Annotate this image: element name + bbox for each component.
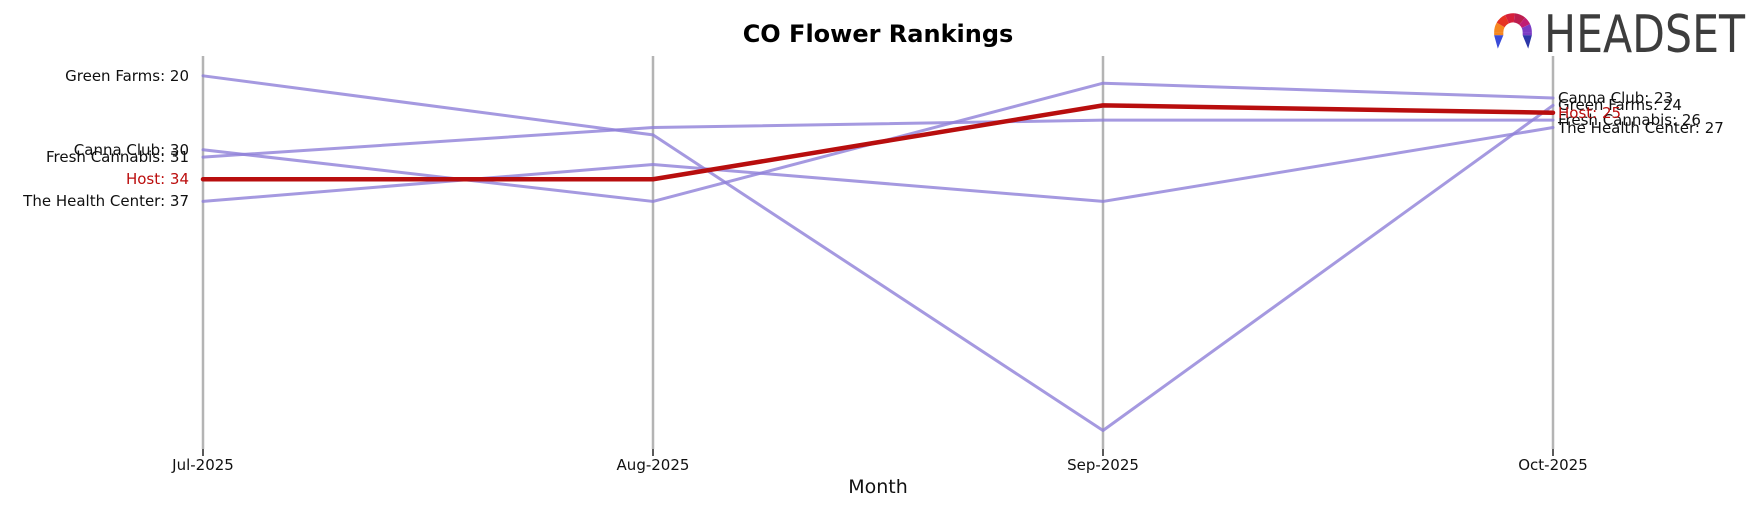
chart-title: CO Flower Rankings xyxy=(742,20,1014,48)
left-label-canna-club: Canna Club: 30 xyxy=(73,140,189,159)
headset-logo-icon xyxy=(1494,13,1532,49)
x-axis-title: Month xyxy=(848,476,908,498)
right-label-the-health-center: The Health Center: 27 xyxy=(1558,118,1724,137)
x-tick-label-aug: Aug-2025 xyxy=(616,456,690,474)
x-tick-label-oct: Oct-2025 xyxy=(1518,456,1588,474)
left-label-green-farms: Green Farms: 20 xyxy=(65,66,189,85)
x-tick-label-sep: Sep-2025 xyxy=(1067,456,1139,474)
left-label-host: Host: 34 xyxy=(125,170,189,189)
headset-logo: HEADSET xyxy=(1490,5,1753,65)
left-label-fresh-cannabis: Fresh Cannabis: 31 xyxy=(46,148,189,167)
headset-logo-text: HEADSET xyxy=(1544,5,1746,65)
x-tick-label-jul: Jul-2025 xyxy=(172,456,234,474)
right-label-green-farms: Green Farms: 24 xyxy=(1558,96,1682,115)
left-label-the-health-center: The Health Center: 37 xyxy=(23,192,189,211)
right-label-fresh-cannabis: Fresh Cannabis: 26 xyxy=(1558,111,1701,130)
right-label-canna-club: Canna Club: 23 xyxy=(1558,88,1674,107)
right-label-host: Host: 25 xyxy=(1558,103,1622,122)
